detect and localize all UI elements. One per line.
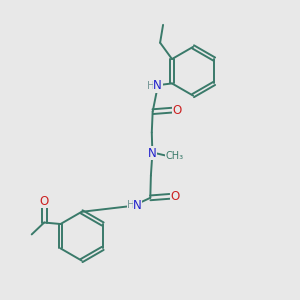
- Text: H: H: [147, 81, 155, 91]
- Text: N: N: [153, 79, 162, 92]
- Text: H: H: [127, 200, 135, 210]
- Text: N: N: [133, 199, 142, 212]
- Text: CH₃: CH₃: [166, 151, 184, 161]
- Text: O: O: [173, 104, 182, 117]
- Text: N: N: [148, 147, 157, 160]
- Text: O: O: [40, 195, 49, 208]
- Text: O: O: [170, 190, 180, 203]
